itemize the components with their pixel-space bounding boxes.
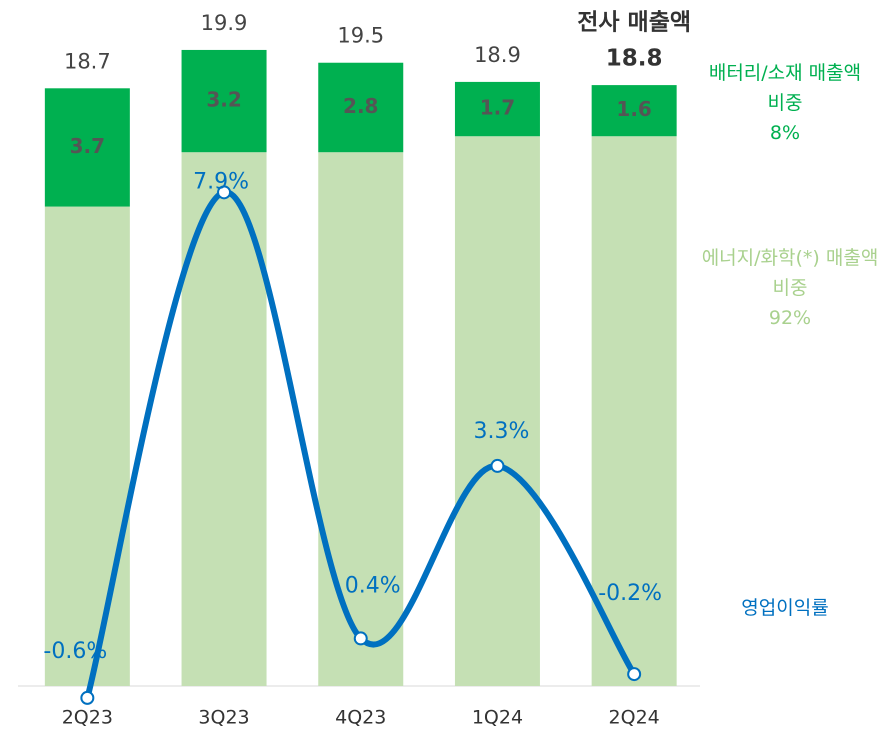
total-label: 18.7 (64, 49, 111, 73)
line-point (80, 690, 95, 705)
x-tick-label: 1Q24 (472, 707, 523, 729)
legend-energy: 에너지/화학(*) 매출액 비중 92% (700, 243, 880, 333)
x-tick-label: 4Q23 (335, 707, 386, 729)
total-label: 18.9 (474, 43, 521, 67)
bar-segment (591, 136, 677, 687)
line-point (217, 185, 232, 200)
legend-battery: 배터리/소재 매출액 비중 8% (700, 58, 870, 148)
line-point (490, 458, 505, 473)
x-tick-label: 2Q23 (62, 707, 113, 729)
x-tick-label: 2Q24 (609, 707, 660, 729)
bar-segment (318, 62, 404, 153)
legend-share: 8% (769, 122, 801, 144)
legend-share: 92% (768, 307, 812, 329)
total-label: 18.8 (606, 46, 663, 72)
line-point (353, 631, 368, 646)
line-value-label: 0.4% (345, 573, 401, 598)
line-value-label: 7.9% (193, 169, 249, 194)
line-value-label: 3.3% (473, 419, 529, 444)
line-value-label: -0.6% (43, 639, 107, 664)
bar-segment (318, 152, 404, 686)
legend-line: 영업이익률 (700, 593, 870, 623)
legend-label: 에너지/화학(*) 매출액 비중 (701, 247, 879, 299)
bar-segment (44, 206, 130, 687)
bar-segment (454, 81, 540, 137)
line-value-label: -0.2% (598, 581, 662, 606)
bar-value-label: 2.8 (343, 94, 378, 118)
total-label: 19.9 (201, 11, 248, 35)
bar-segment (181, 49, 267, 153)
legend-label: 영업이익률 (741, 597, 829, 619)
bar-value-label: 3.7 (70, 134, 105, 158)
line (84, 189, 637, 699)
legend-label: 배터리/소재 매출액 비중 (708, 62, 862, 114)
line-point (627, 667, 642, 682)
bar-value-label: 3.2 (206, 88, 241, 112)
bar-segment (591, 85, 677, 137)
bar-segment (44, 88, 130, 207)
chart-title: 전사 매출액 (577, 10, 691, 36)
x-tick-label: 3Q23 (198, 707, 249, 729)
bar-value-label: 1.7 (480, 96, 515, 120)
total-label: 19.5 (337, 24, 384, 48)
bar-value-label: 1.6 (616, 97, 651, 121)
bar-segment (454, 136, 540, 687)
